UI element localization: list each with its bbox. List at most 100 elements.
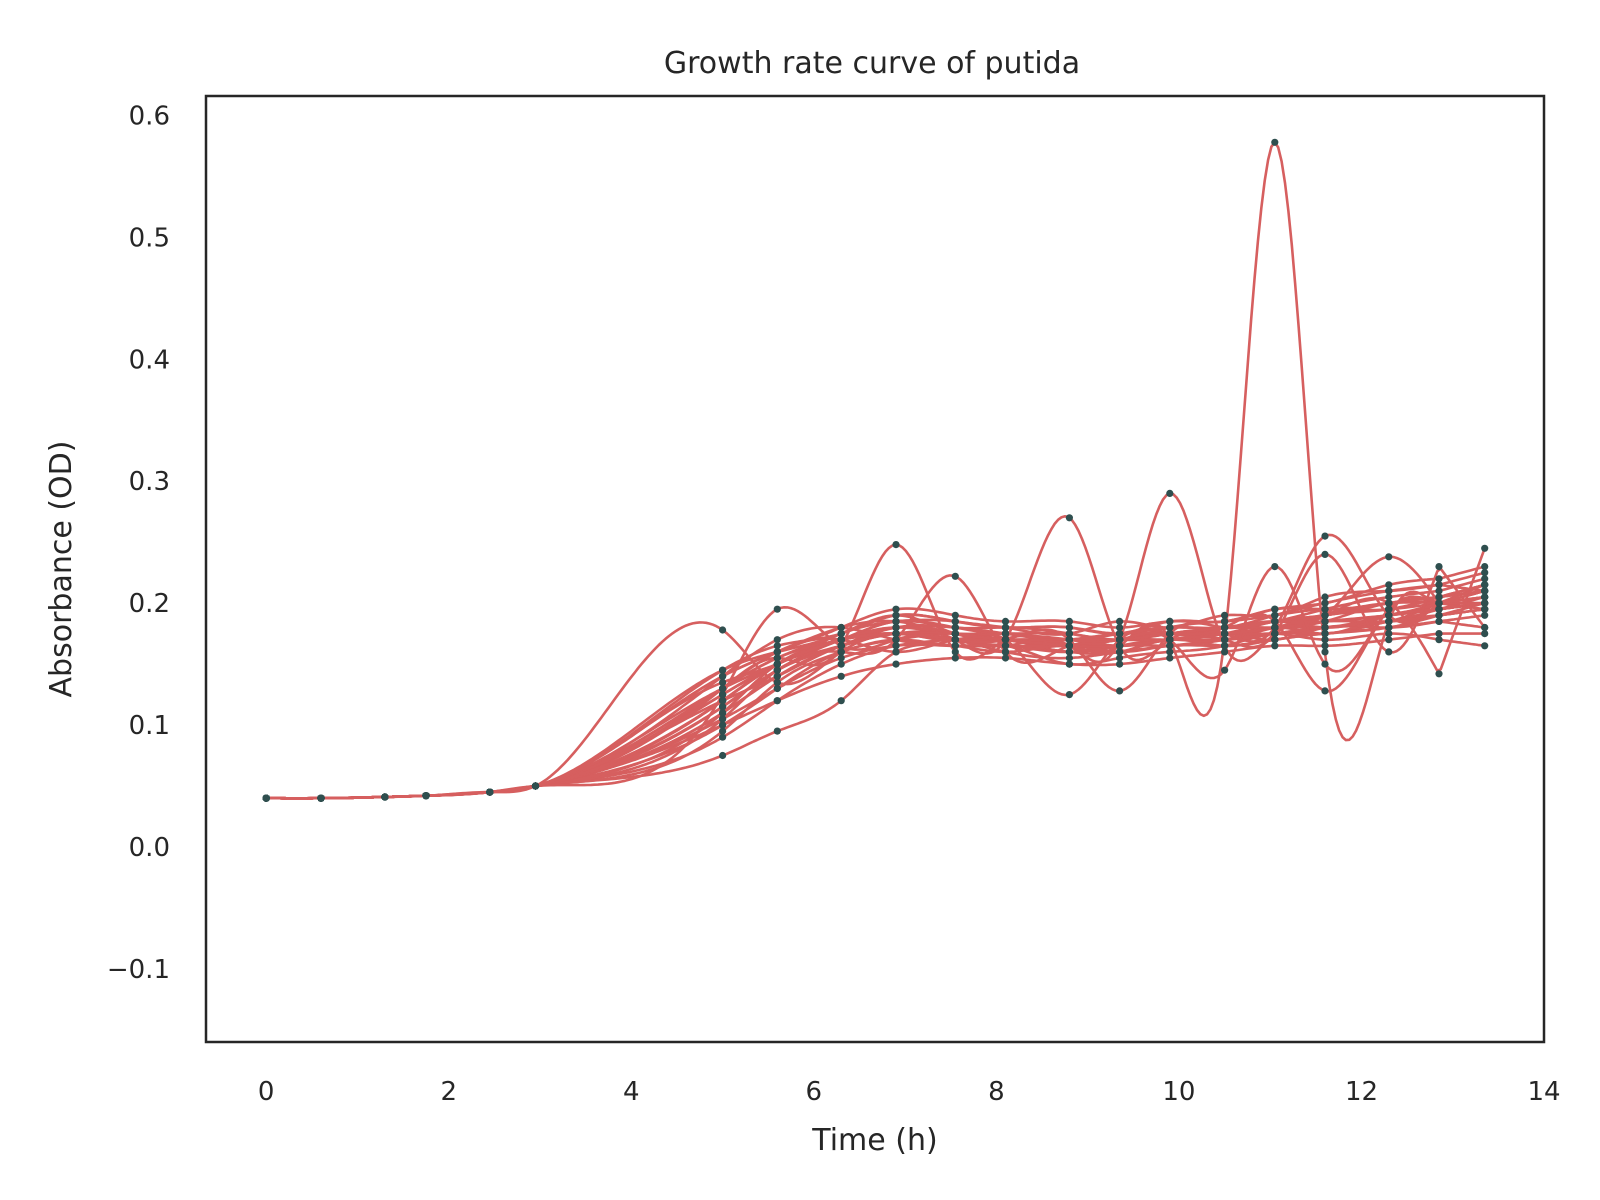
data-point bbox=[837, 660, 845, 668]
data-point bbox=[892, 541, 900, 549]
x-tick-label: 12 bbox=[1345, 1077, 1378, 1107]
data-point bbox=[1385, 636, 1393, 644]
data-point bbox=[951, 654, 959, 662]
data-point bbox=[1481, 623, 1489, 632]
data-point bbox=[1166, 654, 1174, 662]
data-point bbox=[1065, 617, 1073, 626]
data-point bbox=[951, 648, 959, 656]
data-point bbox=[837, 654, 845, 662]
data-point bbox=[1116, 654, 1124, 662]
data-point bbox=[1321, 599, 1329, 607]
data-point bbox=[892, 630, 900, 638]
data-point bbox=[486, 788, 494, 796]
data-point bbox=[1385, 553, 1393, 561]
data-point bbox=[1385, 593, 1393, 601]
data-point bbox=[719, 703, 727, 711]
data-point bbox=[1001, 617, 1010, 626]
data-point bbox=[951, 617, 959, 626]
data-point bbox=[1481, 642, 1489, 650]
data-point bbox=[1321, 636, 1329, 644]
data-point bbox=[892, 660, 900, 668]
data-point bbox=[837, 642, 845, 650]
data-point bbox=[719, 626, 727, 634]
data-point bbox=[1321, 648, 1329, 656]
data-point bbox=[1221, 617, 1229, 626]
y-tick-label: 0.1 bbox=[129, 711, 170, 741]
data-point bbox=[1271, 630, 1279, 638]
data-point bbox=[1481, 587, 1489, 595]
data-point bbox=[1385, 623, 1393, 632]
data-point bbox=[531, 782, 540, 790]
data-point bbox=[1166, 648, 1174, 656]
data-point bbox=[1001, 630, 1010, 638]
data-point bbox=[951, 572, 959, 580]
data-point bbox=[1116, 687, 1124, 695]
x-tick-label: 10 bbox=[1162, 1077, 1195, 1107]
data-point bbox=[1065, 648, 1073, 656]
data-point bbox=[1481, 569, 1489, 577]
data-point bbox=[1435, 563, 1443, 571]
data-point bbox=[1271, 623, 1279, 632]
data-point bbox=[317, 794, 325, 802]
data-point bbox=[1116, 623, 1124, 632]
x-axis: 0 2 4 6 8 10 12 14 bbox=[258, 1077, 1561, 1107]
data-point bbox=[1385, 611, 1393, 619]
data-point bbox=[262, 794, 270, 802]
data-point bbox=[1385, 630, 1393, 638]
data-point bbox=[1435, 599, 1443, 607]
data-point bbox=[1385, 587, 1393, 595]
x-tick-label: 6 bbox=[806, 1077, 823, 1107]
data-point bbox=[1321, 660, 1329, 668]
data-point bbox=[773, 672, 781, 680]
series-markers bbox=[262, 138, 1489, 802]
series-line-35 bbox=[266, 553, 1486, 800]
data-point bbox=[719, 678, 727, 687]
data-point bbox=[773, 684, 781, 693]
data-point bbox=[1435, 670, 1443, 678]
data-point bbox=[1221, 648, 1229, 656]
data-point bbox=[1385, 599, 1393, 607]
data-point bbox=[1481, 575, 1489, 583]
data-point bbox=[719, 751, 727, 760]
data-point bbox=[1385, 617, 1393, 626]
data-point bbox=[1221, 630, 1229, 638]
data-point bbox=[1221, 636, 1229, 644]
data-point bbox=[1321, 630, 1329, 638]
data-point bbox=[381, 793, 389, 801]
data-point bbox=[1271, 611, 1279, 619]
data-point bbox=[773, 636, 781, 644]
data-point bbox=[719, 709, 727, 717]
data-point bbox=[1001, 636, 1010, 644]
data-point bbox=[1271, 563, 1279, 571]
data-point bbox=[1166, 636, 1174, 644]
y-tick-label: 0.3 bbox=[129, 467, 170, 497]
data-point bbox=[1321, 593, 1329, 601]
data-point bbox=[837, 672, 845, 680]
data-point bbox=[1435, 581, 1443, 589]
data-point bbox=[1385, 581, 1393, 589]
x-tick-label: 4 bbox=[623, 1077, 640, 1107]
data-point bbox=[892, 611, 900, 619]
y-tick-label: 0.6 bbox=[129, 102, 170, 132]
data-point bbox=[719, 672, 727, 680]
data-point bbox=[892, 617, 900, 626]
y-axis-label: Absorbance (OD) bbox=[44, 441, 79, 698]
data-point bbox=[892, 648, 900, 656]
data-point bbox=[1481, 611, 1489, 619]
data-point bbox=[1116, 630, 1124, 638]
y-axis: −0.1 0.0 0.1 0.2 0.3 0.4 0.5 0.6 bbox=[107, 102, 170, 985]
data-point bbox=[1166, 623, 1174, 632]
data-point bbox=[1435, 617, 1443, 626]
data-point bbox=[1481, 593, 1489, 601]
data-point bbox=[951, 623, 959, 632]
data-point bbox=[1221, 666, 1229, 674]
data-point bbox=[1221, 611, 1229, 619]
data-point bbox=[1116, 617, 1124, 626]
y-tick-label: 0.2 bbox=[129, 589, 170, 619]
data-point bbox=[773, 660, 781, 668]
data-point bbox=[951, 636, 959, 644]
data-point bbox=[837, 623, 845, 632]
data-point bbox=[422, 792, 430, 800]
x-tick-label: 8 bbox=[988, 1077, 1005, 1107]
